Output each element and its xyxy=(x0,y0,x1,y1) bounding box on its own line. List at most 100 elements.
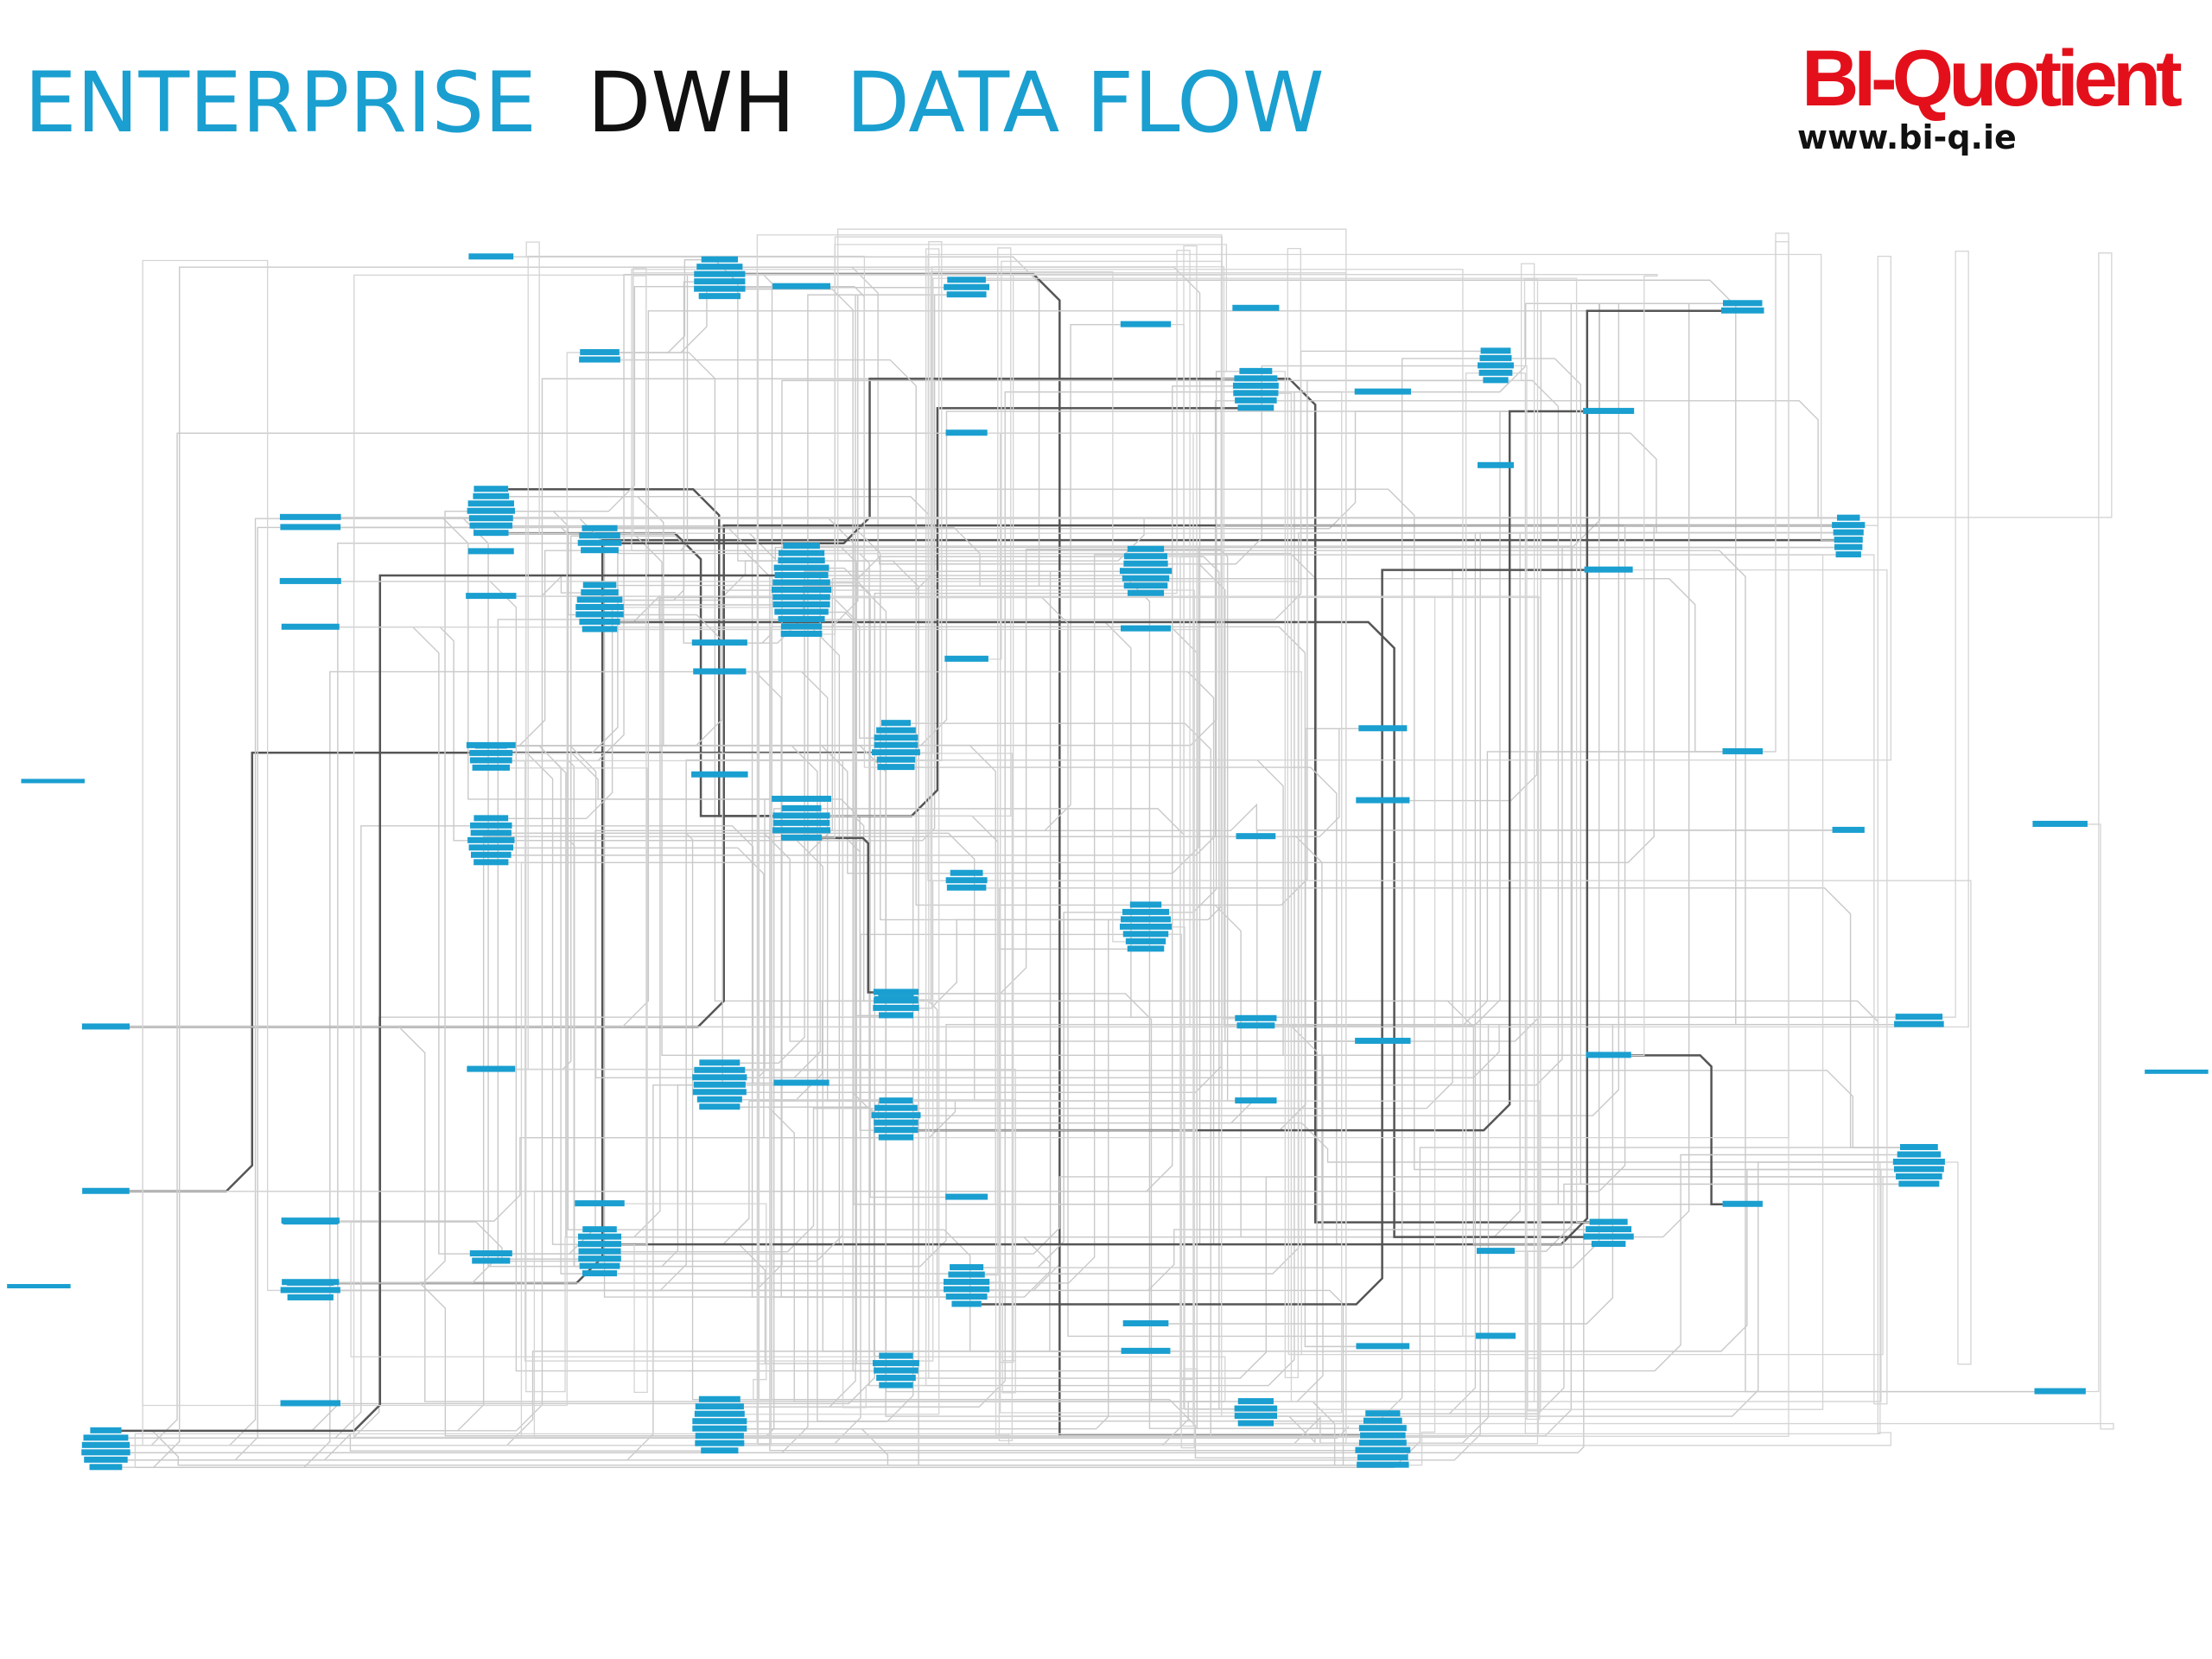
connector-loop xyxy=(1237,823,2114,1430)
flow-node xyxy=(581,547,619,554)
connector xyxy=(128,825,471,1440)
flow-node xyxy=(1125,938,1166,944)
title-part: DWH xyxy=(587,54,795,151)
flow-node xyxy=(778,557,825,564)
connector-loop xyxy=(771,589,1195,1381)
connector xyxy=(746,671,1236,1102)
flow-node xyxy=(1120,625,1172,632)
flow-node xyxy=(780,630,823,637)
connector-loop xyxy=(830,815,880,1408)
connector xyxy=(122,266,697,1468)
flow-node xyxy=(578,1233,622,1240)
connector xyxy=(822,836,874,994)
connector xyxy=(339,1136,879,1222)
connector-loop xyxy=(130,352,581,1407)
flow-node xyxy=(695,1433,744,1440)
flow-node xyxy=(473,493,510,499)
connector xyxy=(515,745,1363,1422)
logo-url: www.bi-q.ie xyxy=(1797,118,2017,156)
connector xyxy=(512,1176,1897,1255)
flow-node xyxy=(874,734,918,741)
connector xyxy=(824,517,1838,562)
flow-node xyxy=(576,596,623,603)
flow-node xyxy=(699,1103,741,1110)
flow-node xyxy=(280,1400,340,1407)
flow-node xyxy=(287,1294,334,1300)
flow-node xyxy=(876,1375,916,1382)
connector xyxy=(621,1243,873,1364)
flow-node xyxy=(1479,354,1512,361)
flow-node xyxy=(874,1104,918,1111)
connector xyxy=(1277,1161,1893,1417)
connector-loop xyxy=(945,880,1972,1365)
flow-node xyxy=(582,582,617,588)
flow-node xyxy=(944,283,990,290)
flow-node xyxy=(1586,1052,1631,1058)
flow-node xyxy=(1355,1038,1411,1045)
connector-loop xyxy=(618,269,1476,1338)
flow-node xyxy=(1584,566,1633,573)
flow-node xyxy=(1355,1446,1411,1453)
flow-node xyxy=(772,819,830,826)
flow-node xyxy=(692,1089,747,1096)
flow-node xyxy=(469,1250,512,1257)
connector-loop xyxy=(82,861,536,1439)
flow-node xyxy=(578,1255,621,1262)
flow-node xyxy=(1237,404,1274,411)
flow-node xyxy=(466,741,516,748)
flow-node xyxy=(1357,1461,1409,1468)
flow-node xyxy=(1589,1218,1628,1225)
flow-node xyxy=(579,356,620,363)
connector xyxy=(1400,531,1834,1414)
flow-node xyxy=(772,601,830,608)
flow-node xyxy=(701,256,738,263)
connector-loop xyxy=(81,251,1969,1028)
flow-node xyxy=(1121,1347,1171,1354)
connector-loop xyxy=(582,323,1198,1370)
connector-loop xyxy=(340,274,1235,582)
flow-node xyxy=(468,515,513,522)
flow-node xyxy=(1893,1166,1944,1173)
connector xyxy=(130,518,469,1446)
flow-node xyxy=(1895,1014,1943,1020)
flow-node xyxy=(1239,367,1273,374)
flow-node xyxy=(575,1200,625,1207)
connector xyxy=(620,359,1130,906)
connector xyxy=(1508,379,1723,1205)
flow-node xyxy=(773,564,830,571)
connector xyxy=(340,517,580,1268)
connector xyxy=(334,538,1834,1285)
flow-node xyxy=(467,1065,516,1072)
flow-node xyxy=(1722,1200,1763,1207)
connector xyxy=(913,1100,1236,1139)
connector xyxy=(918,524,1833,747)
connector-loop xyxy=(466,372,1540,1434)
flow-node xyxy=(582,1226,617,1233)
connector-loop xyxy=(474,241,540,534)
connector-loop xyxy=(694,274,1658,1056)
flow-node xyxy=(2034,1388,2086,1395)
flow-node xyxy=(89,1464,123,1471)
flow-node xyxy=(575,611,624,618)
connector-loop xyxy=(279,252,2113,1393)
flow-node xyxy=(772,579,830,586)
connector-loop xyxy=(879,365,1541,1421)
connector xyxy=(1276,400,1838,519)
connector-loop xyxy=(772,247,1012,1276)
connector-loop xyxy=(987,391,1355,1414)
connector-loop xyxy=(822,244,1240,839)
flow-node xyxy=(578,1248,621,1255)
flow-node xyxy=(474,859,509,866)
flow-node xyxy=(1834,543,1863,550)
flow-node xyxy=(780,834,823,841)
connector xyxy=(129,385,1233,1192)
flow-node xyxy=(575,604,624,611)
flow-node xyxy=(1723,300,1763,307)
flow-node xyxy=(81,1441,130,1448)
connector-loop xyxy=(988,260,1236,1020)
flow-node xyxy=(872,1360,919,1367)
connector xyxy=(514,840,580,1268)
connector xyxy=(913,549,1128,995)
flow-node xyxy=(468,253,514,260)
flow-node xyxy=(772,283,830,289)
